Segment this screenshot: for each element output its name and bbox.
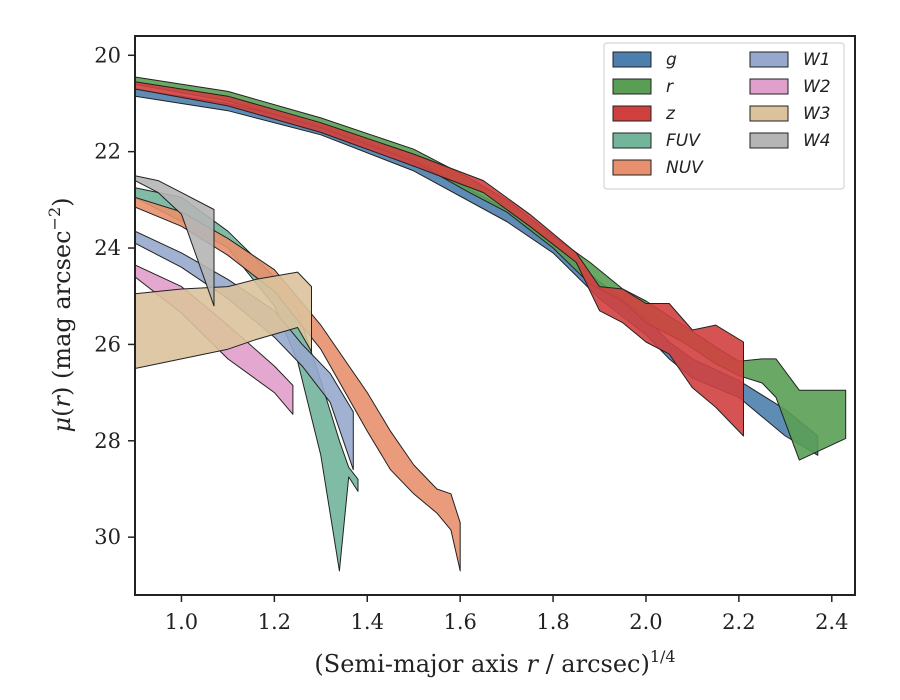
legend-swatch-w1 — [749, 51, 789, 68]
band-z — [135, 81, 744, 437]
legend-label-w3: W3 — [803, 104, 831, 124]
y-axis: 20 22 24 26 28 30 — [94, 43, 135, 549]
y-tick-label: 24 — [94, 236, 121, 260]
band-nuv — [135, 196, 461, 572]
x-tick-label: 1.6 — [443, 610, 476, 634]
legend-label-z: z — [665, 104, 676, 124]
legend-label-nuv: NUV — [666, 158, 704, 178]
legend-swatch-w4 — [749, 132, 789, 149]
legend: grz FUV NUV W1 W2 W3 W4 — [603, 42, 845, 190]
x-tick-label: 1.8 — [536, 610, 569, 634]
x-tick-label: 2.4 — [815, 610, 848, 634]
legend-label-w2: W2 — [803, 77, 831, 97]
legend-swatch-fuv — [612, 132, 652, 149]
legend-label-w4: W4 — [803, 131, 831, 151]
legend-swatch-g — [612, 51, 652, 68]
legend-label-r: r — [666, 77, 674, 97]
x-tick-label: 1.4 — [351, 610, 384, 634]
y-tick-label: 26 — [94, 332, 121, 356]
y-tick-label: 28 — [94, 429, 121, 453]
legend-label-w1: W1 — [803, 50, 831, 70]
legend-swatch-r — [612, 78, 652, 95]
band-w4 — [135, 175, 215, 307]
band-layer — [135, 76, 847, 572]
x-tick-label: 2.2 — [722, 610, 755, 634]
x-tick-label: 1.0 — [165, 610, 198, 634]
plot-frame — [134, 35, 856, 596]
band-w3 — [135, 271, 312, 369]
x-tick-label: 1.2 — [258, 610, 291, 634]
legend-swatch-z — [612, 105, 652, 122]
y-tick-label: 30 — [94, 525, 121, 549]
legend-swatch-nuv — [612, 159, 652, 176]
y-tick-label: 20 — [94, 43, 121, 67]
legend-label-g: g — [666, 50, 677, 70]
legend-swatch-w2 — [749, 78, 789, 95]
y-tick-label: 22 — [94, 140, 121, 164]
y-axis-label: μ(r) (mag arcsec−2) — [45, 197, 76, 432]
x-axis: 1.0 1.2 1.4 1.6 1.8 2.0 2.2 2.4 — [165, 595, 848, 634]
legend-swatch-w3 — [749, 105, 789, 122]
legend-label-fuv: FUV — [666, 131, 701, 151]
x-tick-label: 2.0 — [629, 610, 662, 634]
x-axis-label: (Semi-major axis r / arcsec)1/4 — [314, 647, 675, 678]
